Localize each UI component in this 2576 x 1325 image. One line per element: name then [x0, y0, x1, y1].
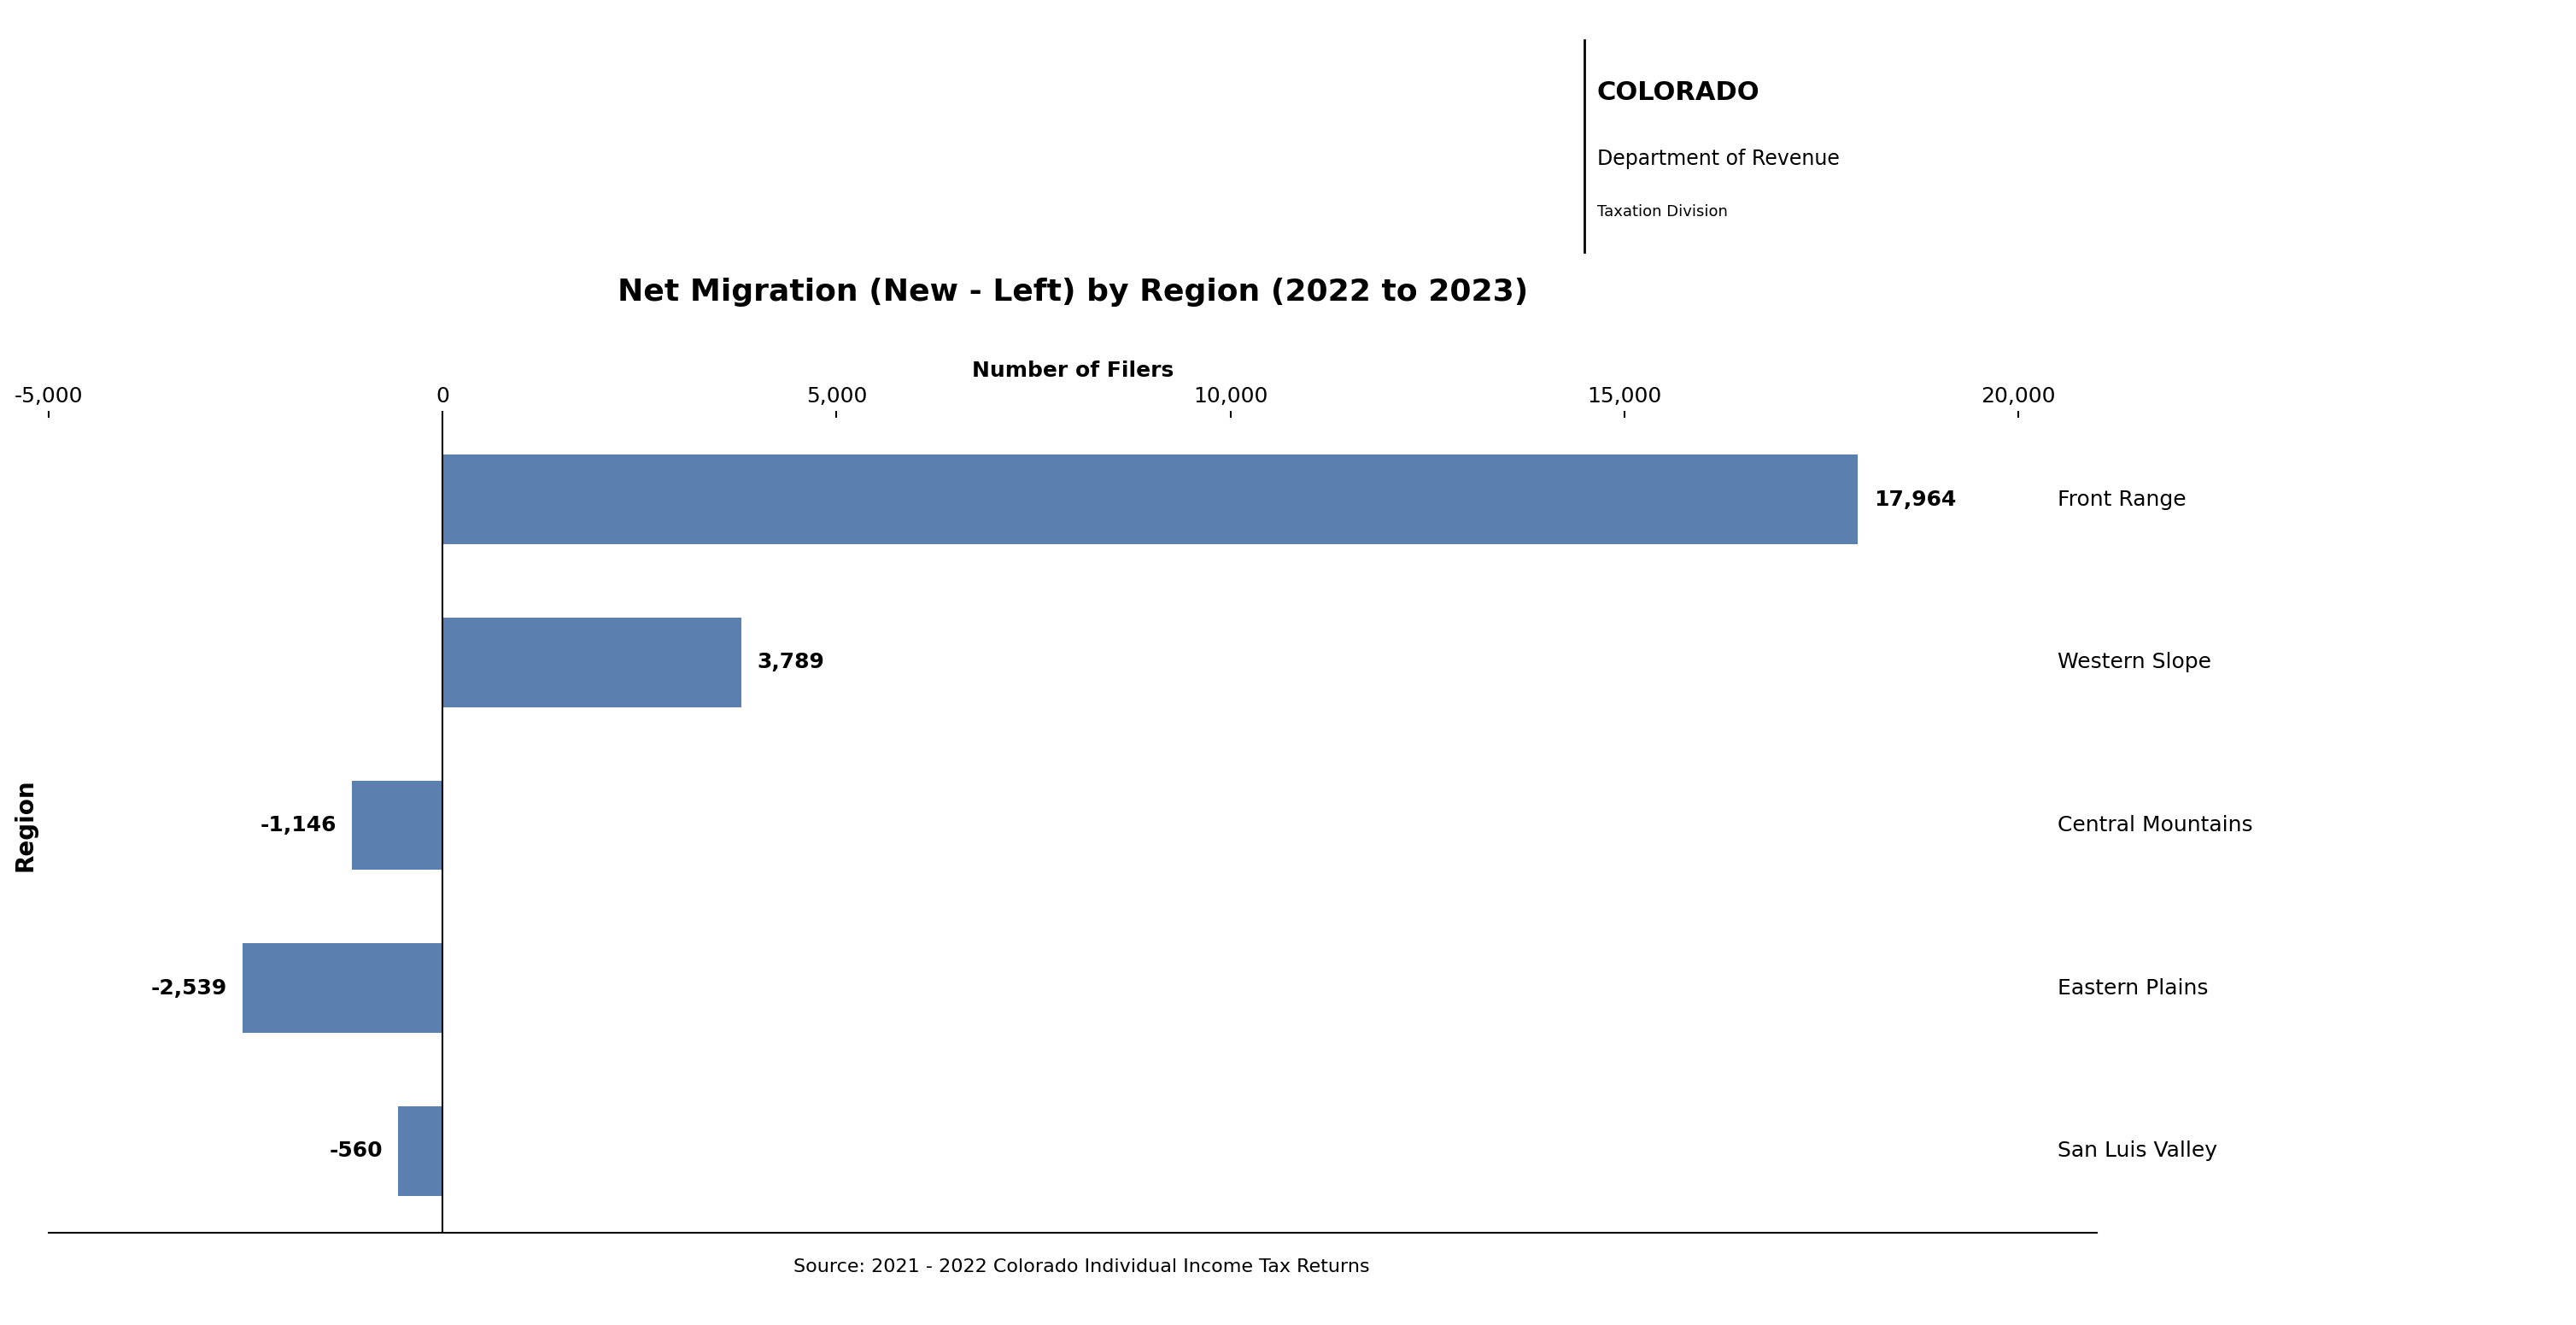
Bar: [353, 780, 443, 871]
X-axis label: Number of Filers: Number of Filers: [971, 360, 1175, 380]
Text: Taxation Division: Taxation Division: [1597, 204, 1728, 220]
Text: Central Mountains: Central Mountains: [2058, 815, 2254, 836]
Text: Department of Revenue: Department of Revenue: [1597, 148, 1839, 170]
Text: -2,539: -2,539: [149, 978, 227, 998]
Text: Western Slope: Western Slope: [2058, 652, 2213, 673]
Bar: [399, 1106, 443, 1195]
Text: -1,146: -1,146: [260, 815, 337, 836]
Bar: [443, 454, 1857, 545]
Text: 3,789: 3,789: [757, 652, 824, 673]
Text: COLORADO: COLORADO: [1597, 81, 1759, 105]
Title: Net Migration (New - Left) by Region (2022 to 2023): Net Migration (New - Left) by Region (20…: [618, 278, 1528, 307]
Text: Source: 2021 - 2022 Colorado Individual Income Tax Returns: Source: 2021 - 2022 Colorado Individual …: [793, 1259, 1370, 1276]
Text: Front Range: Front Range: [2058, 489, 2187, 510]
Text: Eastern Plains: Eastern Plains: [2058, 978, 2208, 998]
Text: San Luis Valley: San Luis Valley: [2058, 1141, 2218, 1161]
Bar: [242, 943, 443, 1032]
Text: -560: -560: [330, 1141, 384, 1161]
Bar: [443, 617, 742, 708]
Y-axis label: Region: Region: [13, 779, 36, 872]
Text: 17,964: 17,964: [1873, 489, 1955, 510]
